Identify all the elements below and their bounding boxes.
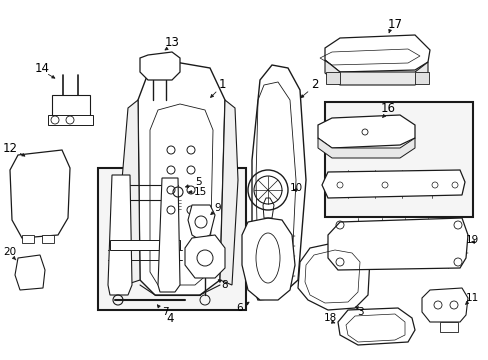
Text: 5: 5 [194,177,201,187]
Polygon shape [122,100,140,285]
Text: 7: 7 [162,307,168,317]
Bar [52,95,90,117]
Polygon shape [158,178,180,292]
Polygon shape [321,170,464,198]
Text: 8: 8 [221,280,228,290]
Text: 14: 14 [35,62,49,75]
Text: 9: 9 [214,203,221,213]
Polygon shape [317,115,414,148]
Polygon shape [184,235,224,278]
Polygon shape [337,308,414,345]
Bar [22,235,34,243]
Text: 2: 2 [311,78,318,91]
Text: 6: 6 [236,303,243,313]
Polygon shape [325,60,427,85]
Polygon shape [317,138,414,158]
Text: 12: 12 [2,141,18,154]
Polygon shape [297,242,369,310]
Bar [110,240,180,250]
Text: 10: 10 [289,183,302,193]
Polygon shape [138,62,224,295]
Text: 16: 16 [380,102,395,114]
Polygon shape [140,52,180,80]
Text: 20: 20 [3,247,17,257]
Bar [414,72,428,84]
Polygon shape [15,255,45,290]
Polygon shape [242,218,294,300]
Polygon shape [421,288,467,322]
Polygon shape [187,205,215,240]
Text: 4: 4 [166,311,173,324]
Text: 13: 13 [164,36,179,49]
Bar [439,322,457,332]
Bar [325,102,472,217]
Polygon shape [327,218,467,270]
Bar [42,235,54,243]
Polygon shape [108,175,132,295]
Text: 17: 17 [386,18,402,31]
Text: 1: 1 [218,78,225,91]
Bar [325,72,339,84]
Polygon shape [10,150,70,238]
Text: 18: 18 [323,313,336,323]
Text: 15: 15 [193,187,206,197]
Polygon shape [220,100,238,285]
Bar [48,115,93,125]
Text: 19: 19 [465,235,478,245]
Polygon shape [251,65,305,300]
Polygon shape [325,35,429,72]
Text: 11: 11 [465,293,478,303]
Text: 3: 3 [356,307,363,317]
Bar [98,168,245,310]
